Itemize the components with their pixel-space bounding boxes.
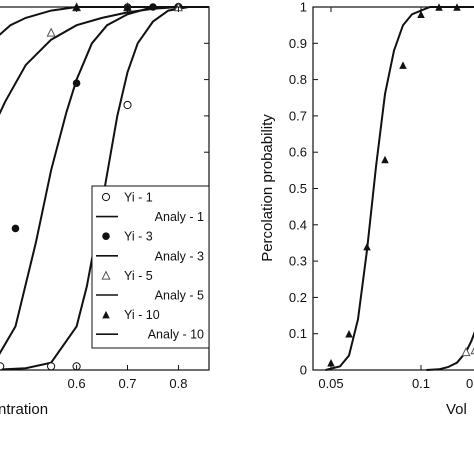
p2-ytick-label-6: 0.6 [289, 145, 307, 160]
p2-ytick-label-8: 0.8 [289, 72, 307, 87]
p1-point-2-0 [46, 27, 56, 37]
p2-ytick-label-10: 1 [300, 0, 307, 15]
legend-label-2: Yi - 3 [124, 230, 153, 244]
p1-point-1-0 [11, 224, 20, 233]
p2-point-0-3 [381, 155, 389, 164]
p2-point-1-0 [461, 346, 471, 357]
p2-ytick-label-4: 0.4 [289, 217, 307, 232]
legend-label-0: Yi - 1 [124, 191, 153, 205]
legend-label-3: Analy - 3 [155, 249, 204, 263]
p2-point-1-1 [470, 347, 474, 355]
p2-ytick-label-7: 0.7 [289, 108, 307, 123]
p1-point-1-1 [72, 79, 81, 88]
p2-point-0-4 [399, 61, 407, 69]
p1-curve-0 [0, 6, 209, 371]
legend-marker-6 [102, 310, 110, 319]
legend-label-5: Analy - 5 [155, 289, 204, 303]
p2-ytick-label-3: 0.3 [289, 254, 307, 269]
p2-ytick-label-1: 0.1 [289, 326, 307, 341]
left-chart-x-axis-label: ntration [0, 401, 48, 418]
legend-marker-0 [101, 192, 111, 202]
p2-point-0-5 [417, 10, 425, 19]
p1-point-0-4 [123, 100, 132, 110]
p2-point-0-0 [327, 358, 335, 367]
p2-ytick-label-9: 0.9 [289, 36, 307, 51]
p1-point-0-1 [47, 362, 56, 371]
p1-xtick-label-2: 0.8 [169, 376, 187, 391]
p2-xtick-label-0: 0.05 [318, 376, 343, 391]
p2-xtick-label-2: 0.1 [466, 376, 474, 391]
p1-point-0-0 [0, 362, 5, 371]
p1-xtick-label-1: 0.7 [118, 376, 136, 391]
p2-ytick-label-5: 0.5 [289, 181, 307, 196]
right-chart-points [327, 3, 474, 367]
right-chart: 0.050.10.100.10.20.30.40.50.60.70.80.91 … [259, 0, 474, 418]
legend-label-6: Yi - 10 [124, 308, 160, 322]
legend-label-7: Analy - 10 [148, 328, 204, 342]
right-chart-x-axis-label: Vol [446, 401, 467, 418]
left-chart-ticks: 0.6 0.7 0.8 [68, 7, 209, 391]
legend-marker-4 [101, 270, 111, 280]
p2-xtick-label-1: 0.1 [412, 376, 430, 391]
right-chart-ticks: 0.05 0.1 0.1 0 0.1 0.2 0.3 0.4 0.5 0.6 0.7 0.8 0.9 1 [289, 0, 474, 391]
p2-point-0-1 [345, 329, 353, 338]
p2-ytick-label-2: 0.2 [289, 290, 307, 305]
p1-xtick-label-0: 0.6 [68, 376, 86, 391]
legend-marker-2 [102, 232, 110, 240]
legend-box [91, 185, 210, 349]
legend-label-4: Yi - 5 [124, 269, 153, 283]
p2-ytick-label-0: 0 [300, 363, 307, 378]
p2-point-0-2 [363, 242, 371, 251]
legend-label-1: Analy - 1 [155, 210, 204, 224]
right-chart-y-axis-label: Percolation probability [259, 114, 276, 262]
